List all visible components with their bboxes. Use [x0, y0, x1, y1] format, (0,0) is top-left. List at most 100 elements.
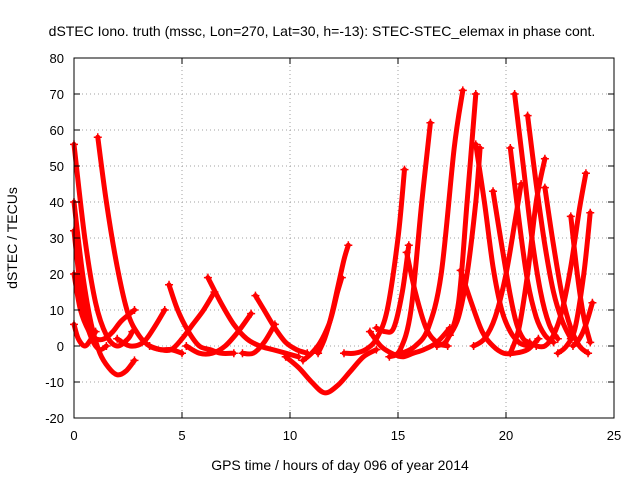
point-arc31-start [523, 111, 532, 120]
point-arc2-end [130, 356, 139, 365]
series-arc9 [147, 289, 217, 354]
point-arc35-end [586, 208, 595, 217]
point-arc20-end [443, 342, 452, 350]
point-arc21-start [385, 352, 394, 361]
point-arc18-end [404, 241, 413, 250]
point-arc12-start [251, 291, 260, 300]
point-arc17-end [400, 165, 409, 174]
series-arc32 [542, 185, 591, 356]
series-arc23 [434, 91, 479, 349]
point-arc27-start [489, 187, 498, 196]
point-arc13-start [238, 349, 247, 358]
data-series [70, 86, 597, 396]
series-arc25 [458, 267, 541, 357]
y-tick-label: 10 [50, 303, 64, 318]
series-arc31 [525, 113, 574, 342]
series-arc14 [283, 347, 379, 396]
point-arc20-start [402, 248, 411, 257]
series-arc2 [71, 199, 137, 378]
point-arc10-start [203, 273, 212, 282]
x-tick-labels: 0 5 10 15 20 25 [70, 428, 621, 443]
point-arc16-end [337, 273, 346, 282]
series-arc35 [555, 210, 593, 356]
point-arc34-start [532, 342, 541, 350]
series-arc12 [252, 293, 310, 356]
series-arc36 [568, 213, 593, 345]
point-arc37-start [568, 342, 577, 350]
y-tick-label: 20 [50, 267, 64, 282]
series-arc1 [71, 141, 135, 349]
y-tick-label: -10 [45, 375, 64, 390]
x-tick-label: 5 [178, 428, 185, 443]
point-arc5-end [91, 327, 100, 336]
point-arc25-start [456, 266, 465, 275]
series-arc16 [300, 275, 345, 363]
series-arc5 [71, 321, 99, 349]
point-arc35-start [553, 349, 562, 358]
point-arc19-start [365, 327, 374, 336]
point-arc33-end [540, 154, 549, 163]
x-tick-label: 15 [391, 428, 405, 443]
x-tick-label: 20 [499, 428, 513, 443]
series-arc24 [447, 145, 483, 338]
series-arc22 [399, 87, 466, 356]
y-tick-label: 30 [50, 231, 64, 246]
point-arc15-start [314, 349, 323, 358]
point-arc22-end [458, 86, 467, 95]
point-arc8-end [229, 349, 238, 358]
point-arc14-end [372, 345, 381, 354]
series-arc18 [373, 242, 412, 335]
point-arc15-end [344, 241, 353, 250]
point-arc32-start [540, 183, 549, 192]
series-arc8 [166, 282, 237, 356]
y-axis-label: dSTEC / TECUs [4, 187, 20, 289]
series-arc4 [71, 271, 137, 343]
point-arc6-end [178, 349, 186, 358]
point-arc17-start [340, 349, 348, 358]
point-arc7-start [113, 334, 122, 343]
point-arc11-start [182, 342, 191, 350]
series-arc21 [386, 120, 433, 360]
point-arc11-end [247, 309, 256, 318]
y-tick-label: 0 [57, 339, 64, 354]
point-arc13-end [270, 320, 279, 329]
y-tick-label: -20 [45, 411, 64, 426]
series-arc33 [507, 156, 548, 356]
point-arc30-start [510, 90, 519, 98]
point-arc16-start [298, 356, 307, 365]
point-arc22-start [398, 349, 407, 358]
point-arc9-start [145, 342, 154, 350]
y-tick-labels: -20 -10 0 10 20 30 40 50 60 70 80 [45, 51, 64, 426]
x-tick-label: 25 [607, 428, 621, 443]
point-arc36-end [586, 338, 595, 347]
axis-ticks [73, 57, 615, 419]
series-arc13 [240, 321, 278, 357]
series-arc6 [95, 134, 185, 356]
series-arc26 [473, 141, 531, 349]
point-arc8-start [165, 280, 174, 289]
series-arc30 [512, 91, 561, 342]
point-arc23-start [432, 342, 441, 350]
point-arc3-end [102, 342, 111, 350]
series-arc11 [183, 311, 254, 357]
point-arc27-end [525, 338, 534, 347]
x-axis-label: GPS time / hours of day 096 of year 2014 [211, 457, 469, 473]
point-arc26-start [471, 140, 480, 149]
x-tick-label: 10 [283, 428, 297, 443]
point-arc6-start [93, 133, 102, 142]
point-arc36-start [566, 212, 575, 221]
point-arc4-end [130, 306, 139, 314]
series-arc37 [570, 300, 595, 349]
series-arc27 [490, 188, 533, 345]
point-arc29-start [506, 144, 515, 152]
y-tick-label: 60 [50, 123, 64, 138]
point-arc34-end [581, 169, 590, 178]
point-arc28-start [469, 342, 478, 350]
y-tick-label: 70 [50, 87, 64, 102]
point-arc25-end [534, 334, 543, 343]
point-arc24-start [445, 331, 454, 340]
point-arc14-start [281, 352, 290, 361]
point-arc30-end [553, 334, 562, 343]
point-arc21-end [426, 118, 435, 127]
